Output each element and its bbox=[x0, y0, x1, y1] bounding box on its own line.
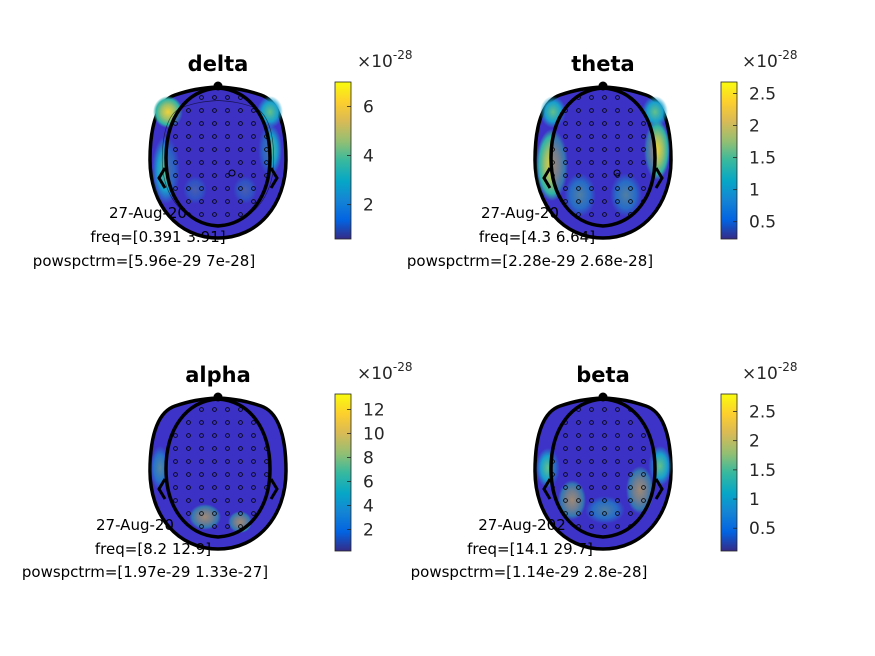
colorbar-tick-label: 0.5 bbox=[749, 519, 776, 539]
colorbar-ticks: 12 10 8 6 4 2 bbox=[347, 401, 385, 540]
panel-beta: beta 2.5 2 1.5 1 0.5 ×10-28 27-Aug-202 bbox=[411, 360, 798, 581]
panel-theta: theta 2.5 2 1.5 1 0.5 ×10-28 bbox=[407, 48, 798, 270]
colorbar-tick-label: 2 bbox=[363, 196, 374, 216]
info-powspctrm: powspctrm=[1.14e-29 2.8e-28] bbox=[411, 563, 648, 581]
panel-alpha: alpha 12 10 8 6 4 2 ×10-28 27-Aug-20 freq=[8.… bbox=[22, 360, 413, 581]
colorbar: 2.5 2 1.5 1 0.5 ×10-28 bbox=[720, 48, 798, 240]
colorbar-tick-label: 4 bbox=[363, 496, 374, 516]
head-map bbox=[148, 392, 288, 551]
panel-title: beta bbox=[576, 363, 629, 387]
colorbar-tick-label: 1 bbox=[749, 490, 760, 510]
head-map bbox=[148, 81, 288, 240]
colorbar-tick-label: 4 bbox=[363, 147, 374, 167]
info-date: 27-Aug-202 bbox=[478, 516, 566, 534]
info-freq: freq=[8.2 12.9] bbox=[95, 540, 211, 558]
panel-title: theta bbox=[571, 52, 634, 76]
colorbar-tick-label: 1.5 bbox=[749, 461, 776, 481]
colorbar-tick-label: 10 bbox=[363, 425, 385, 445]
colorbar-ticks: 2.5 2 1.5 1 0.5 bbox=[733, 403, 776, 539]
colorbar-tick-label: 2.5 bbox=[749, 403, 776, 423]
topoplot bbox=[533, 81, 673, 240]
colorbar-tick-label: 1.5 bbox=[749, 149, 776, 169]
info-freq: freq=[0.391 3.91] bbox=[90, 228, 225, 246]
info-freq: freq=[4.3 6.64] bbox=[479, 228, 595, 246]
colorbar-tick-label: 0.5 bbox=[749, 213, 776, 233]
info-date: 27-Aug-20 bbox=[481, 204, 559, 222]
colorbar-exponent: ×10-28 bbox=[357, 48, 413, 72]
info-date: 27-Aug-20 bbox=[96, 516, 174, 534]
colorbar-ticks: 6 4 2 bbox=[347, 98, 374, 216]
colorbar: 6 4 2 ×10-28 bbox=[334, 48, 413, 240]
panel-title: delta bbox=[188, 52, 249, 76]
info-date: 27-Aug-20 bbox=[109, 204, 187, 222]
colorbar: 12 10 8 6 4 2 ×10-28 bbox=[334, 360, 413, 552]
info-powspctrm: powspctrm=[5.96e-29 7e-28] bbox=[33, 252, 255, 270]
panel-title: alpha bbox=[185, 363, 251, 387]
head-map bbox=[533, 81, 673, 240]
colorbar-tick-label: 2.5 bbox=[749, 85, 776, 105]
colorbar-tick-label: 1 bbox=[749, 181, 760, 201]
head-map bbox=[533, 392, 673, 551]
info-powspctrm: powspctrm=[2.28e-29 2.68e-28] bbox=[407, 252, 653, 270]
colorbar-tick-label: 8 bbox=[363, 449, 374, 469]
info-powspctrm: powspctrm=[1.97e-29 1.33e-27] bbox=[22, 563, 268, 581]
colorbar-tick-label: 2 bbox=[363, 520, 374, 540]
info-freq: freq=[14.1 29.7] bbox=[467, 540, 593, 558]
colorbar-exponent: ×10-28 bbox=[357, 360, 413, 384]
colorbar-tick-label: 2 bbox=[749, 117, 760, 137]
colorbar-tick-label: 12 bbox=[363, 401, 385, 421]
topoplot bbox=[148, 392, 288, 551]
colorbar: 2.5 2 1.5 1 0.5 ×10-28 bbox=[720, 360, 798, 552]
colorbar-tick-label: 6 bbox=[363, 472, 374, 492]
colorbar-exponent: ×10-28 bbox=[742, 360, 798, 384]
topoplot bbox=[148, 81, 288, 240]
colorbar-ticks: 2.5 2 1.5 1 0.5 bbox=[733, 85, 776, 233]
topoplot bbox=[533, 392, 673, 551]
panel-delta: delta 6 4 2 ×10-28 bbox=[33, 48, 413, 270]
colorbar-tick-label: 6 bbox=[363, 98, 374, 118]
colorbar-tick-label: 2 bbox=[749, 432, 760, 452]
colorbar-exponent: ×10-28 bbox=[742, 48, 798, 72]
